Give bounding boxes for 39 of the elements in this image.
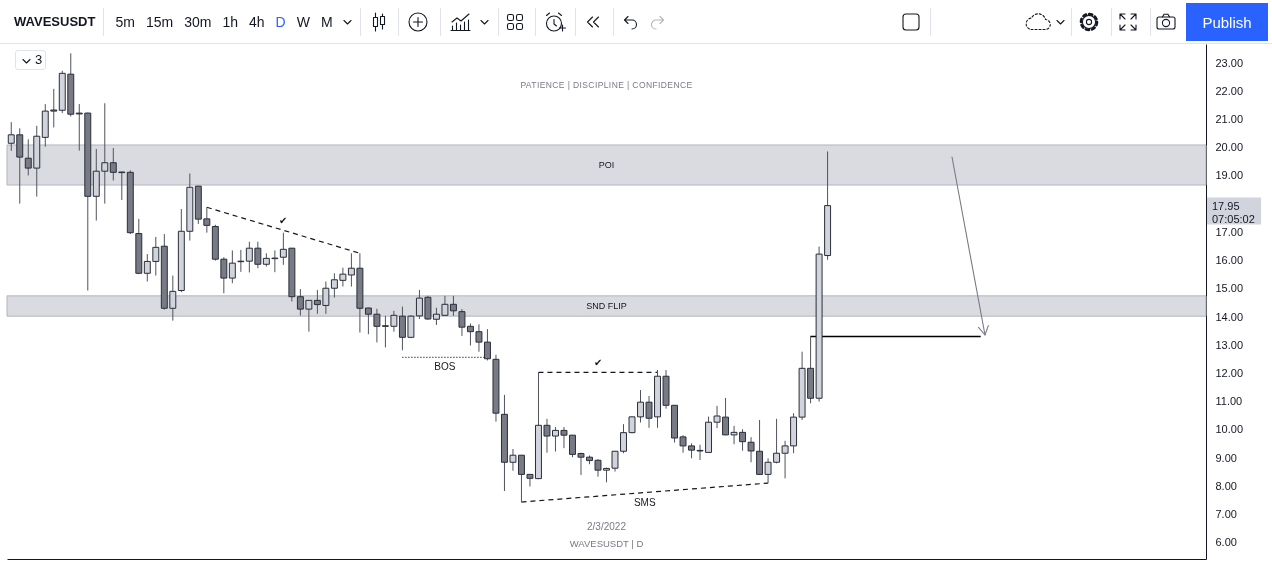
y-tick-label: 6.00 xyxy=(1215,536,1237,549)
y-tick-label: 9.00 xyxy=(1215,451,1237,464)
text: M xyxy=(319,13,334,30)
candlestick xyxy=(228,249,236,284)
text: 17.95 07:05:02 xyxy=(1212,199,1255,225)
text: 1h xyxy=(221,13,239,30)
y-tick-label: 23.00 xyxy=(1215,56,1244,69)
y-tick-label: 21.00 xyxy=(1215,113,1244,126)
y-tick-label: 22.00 xyxy=(1215,84,1244,97)
series-label: BOS xyxy=(434,361,456,373)
annotation: 2/3/2022 xyxy=(586,521,627,532)
y-tick-label: 15.00 xyxy=(1215,282,1244,295)
y-tick-label: 12.00 xyxy=(1215,366,1244,379)
annotation: WAVESUSDT | D xyxy=(568,538,645,549)
text: W xyxy=(295,13,311,30)
y-tick-label: 20.00 xyxy=(1215,141,1244,154)
series-label: SMS xyxy=(633,496,656,508)
y-tick-label: 14.00 xyxy=(1215,310,1244,323)
publish-button: Publish xyxy=(1186,3,1268,41)
band-label: POI xyxy=(598,159,615,170)
chart-title: WAVESUSDT xyxy=(14,14,96,29)
y-tick-label: 11.00 xyxy=(1215,395,1243,408)
series-label: ✔ xyxy=(594,357,602,369)
series-label: ✔ xyxy=(279,215,288,227)
y-tick-label: 19.00 xyxy=(1215,169,1244,182)
y-tick-label: 7.00 xyxy=(1215,507,1237,520)
y-tick-label: 16.00 xyxy=(1215,254,1244,267)
y-tick-label: 13.00 xyxy=(1215,338,1244,351)
text: 30m xyxy=(183,13,213,30)
text: D xyxy=(274,13,287,30)
band-label: SND FLIP xyxy=(586,301,627,312)
text: 4h xyxy=(248,13,266,30)
y-tick-label: 10.00 xyxy=(1215,423,1244,436)
annotation: 3 xyxy=(35,52,43,67)
text: PATIENCE | DISCIPLINE | CONFIDENCE xyxy=(519,80,694,90)
text: 15m xyxy=(144,13,175,30)
text: 5m xyxy=(114,13,136,30)
y-tick-label: 17.00 xyxy=(1215,225,1244,238)
y-tick-label: 8.00 xyxy=(1215,479,1237,492)
